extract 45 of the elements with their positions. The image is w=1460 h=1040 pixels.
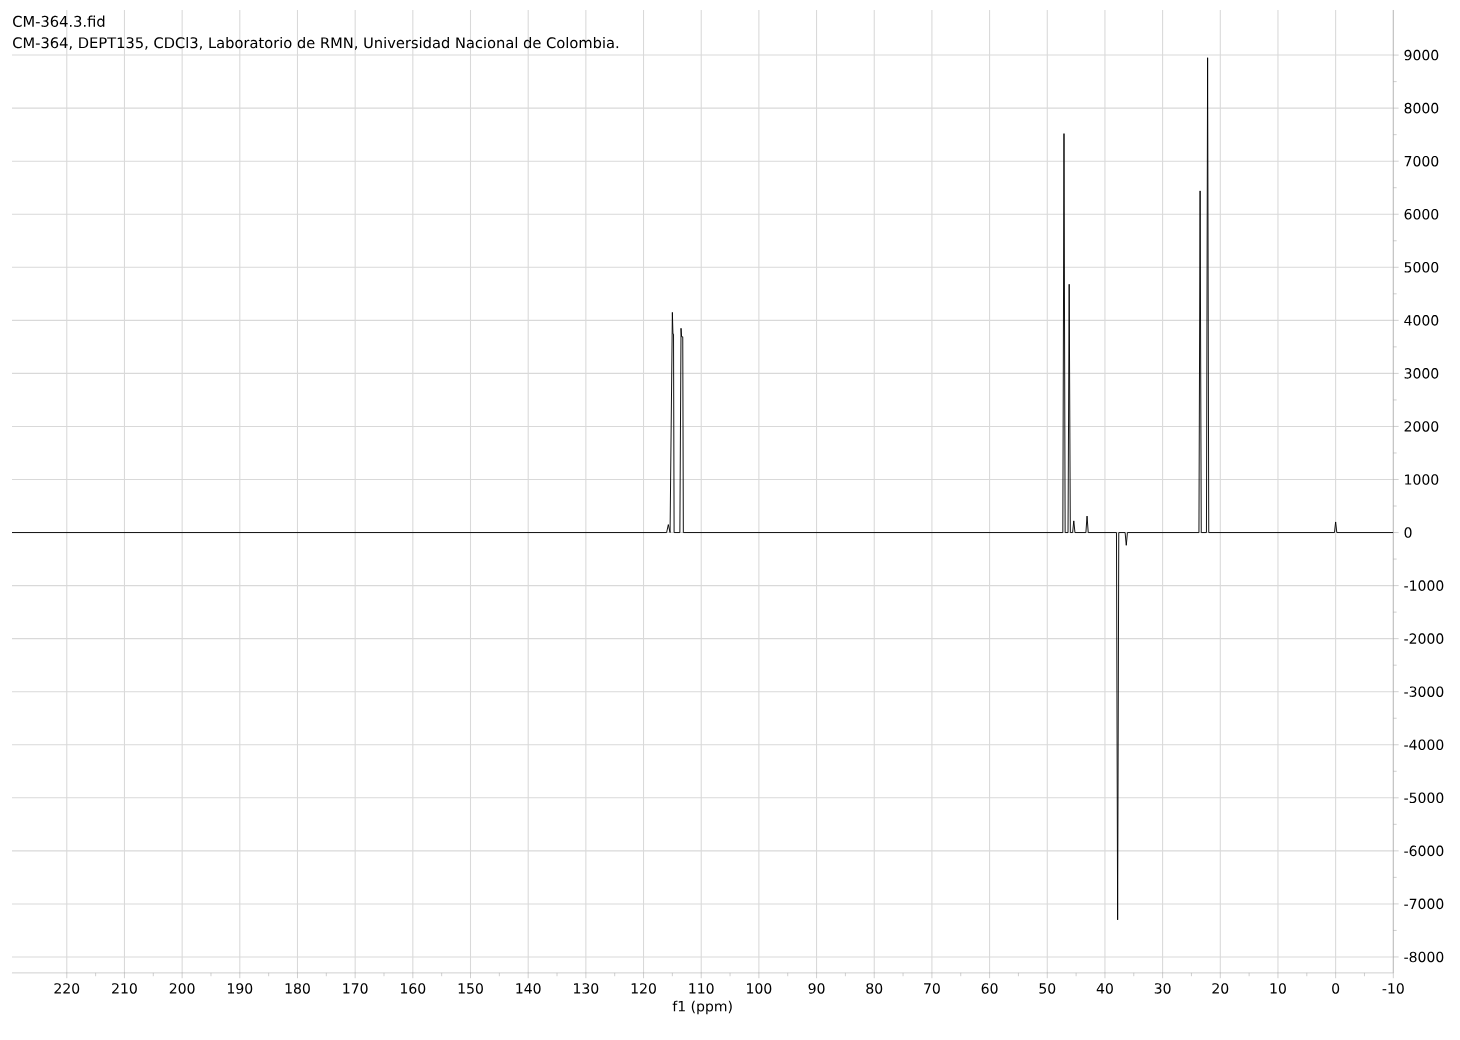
x-tick-label: 70	[924, 983, 940, 994]
x-tick-label: 150	[458, 983, 483, 994]
y-tick-label: 3000	[1404, 368, 1439, 379]
y-tick-label: 7000	[1404, 156, 1439, 167]
x-axis-title: f1 (ppm)	[672, 1000, 732, 1015]
x-tick-label: 40	[1096, 983, 1113, 994]
x-tick-label: 200	[169, 983, 195, 994]
y-tick-label: -1000	[1404, 580, 1444, 592]
x-tick-label: 160	[401, 983, 426, 994]
x-tick-label: 100	[747, 983, 772, 994]
x-tick-label: 130	[574, 983, 599, 994]
x-tick-label: 120	[631, 983, 656, 994]
y-tick-label: 4000	[1404, 315, 1439, 326]
text: CM-364, DEPT135, CDCl3, Laboratorio de RMN, Universidad Nacional de Colombia.	[13, 37, 619, 50]
y-tick-label: 1000	[1405, 474, 1439, 485]
x-tick-label: 140	[516, 983, 541, 994]
y-tick-label: -4000	[1404, 739, 1444, 751]
y-tick-label: -8000	[1404, 951, 1444, 963]
y-tick-label: -7000	[1404, 898, 1444, 910]
x-tick-label: 50	[1039, 983, 1056, 994]
x-tick-label: 60	[981, 983, 998, 994]
y-tick-label: 2000	[1404, 421, 1439, 432]
y-tick-label: -6000	[1404, 845, 1444, 857]
x-tick-label: 180	[285, 983, 310, 994]
x-tick-label: 190	[227, 983, 253, 994]
x-tick-label: 220	[54, 983, 80, 994]
x-tick-label: 30	[1154, 983, 1171, 994]
y-tick-label: -5000	[1404, 792, 1444, 804]
x-tick-label: 110	[689, 983, 714, 994]
x-tick-label: 210	[112, 983, 137, 994]
y-tick-label: 6000	[1404, 209, 1439, 220]
x-tick-label: 20	[1212, 983, 1229, 994]
x-tick-label: 90	[808, 983, 825, 994]
x-tick-label: 0	[1332, 983, 1340, 994]
y-tick-label: -2000	[1404, 633, 1444, 645]
x-tick-label: 10	[1270, 983, 1286, 994]
x-tick-label: 170	[343, 983, 368, 994]
y-tick-label: 0	[1404, 527, 1412, 539]
y-tick-label: 9000	[1404, 50, 1439, 61]
x-tick-label: 80	[866, 983, 883, 994]
x-tick-label: -10	[1382, 983, 1404, 994]
y-tick-label: 8000	[1404, 103, 1439, 114]
y-tick-label: 5000	[1404, 262, 1439, 273]
y-tick-label: -3000	[1404, 686, 1444, 698]
chart-title: CM-364.3.fid	[13, 15, 105, 28]
